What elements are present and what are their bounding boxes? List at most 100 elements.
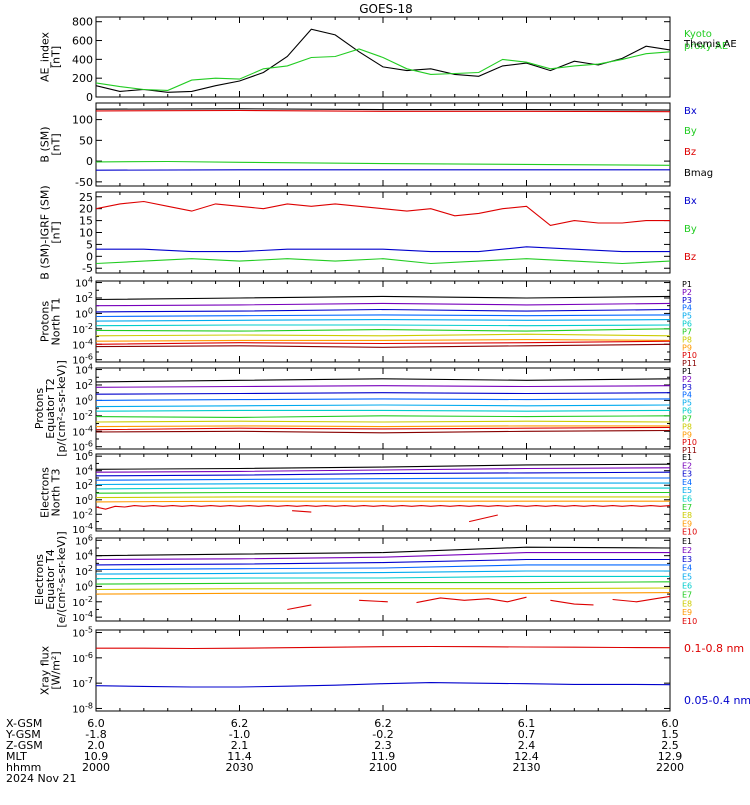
legend-entry: 0.05-0.4 nm [684, 694, 750, 707]
series-e10 [96, 506, 670, 510]
plot-title: GOES-18 [359, 2, 413, 16]
y-tick-label: 102 [75, 564, 93, 578]
series-p11 [96, 431, 670, 433]
series-p6 [96, 325, 670, 326]
series-p9 [96, 340, 670, 342]
series-e2 [96, 553, 670, 560]
footer-date: 2024 Nov 21 [6, 772, 76, 785]
legend-entry: By [684, 126, 697, 137]
y-tick-label: 102 [75, 291, 93, 305]
y-tick-label: -5 [82, 262, 93, 275]
y-tick-label: 104 [75, 363, 93, 377]
series-group [96, 464, 670, 521]
series-e1 [96, 547, 670, 556]
y-tick-label: 104 [75, 464, 93, 478]
legend-entry: E10 [682, 528, 697, 537]
panel-frame [96, 281, 670, 362]
legend-entry: Bx [684, 196, 697, 207]
y-tick-label: 5 [86, 238, 93, 251]
y-axis-label: [W/m²] [50, 651, 63, 689]
y-tick-label: -50 [75, 176, 93, 189]
legend-entry: Bz [684, 147, 696, 158]
series-e10-fragment [417, 597, 527, 602]
series-p3 [96, 393, 670, 395]
series-p8 [96, 421, 670, 422]
legend-entry: Bx [684, 106, 697, 117]
y-axis-label: [nT] [50, 46, 63, 68]
y-tick-label: 102 [75, 378, 93, 392]
y-tick-label: 102 [75, 478, 93, 492]
series-kyoto-proxy-ae [96, 49, 670, 90]
series-e10-fragment [550, 600, 593, 605]
series-group [96, 296, 670, 347]
series-p6 [96, 410, 670, 411]
y-tick-label: 10-7 [72, 676, 93, 690]
series-p7 [96, 329, 670, 331]
y-tick-label: 10-2 [72, 595, 93, 609]
series-p1 [96, 379, 670, 382]
legend-entry: E2 [682, 546, 692, 555]
series-e7 [96, 493, 670, 494]
y-tick-label: 100 [75, 493, 93, 507]
series-0-1-0-8-nm [96, 647, 670, 649]
series-group [96, 547, 670, 609]
y-tick-label: 10-2 [72, 409, 93, 423]
footer-value: 2100 [369, 761, 397, 774]
series-e8 [96, 497, 670, 498]
series-by [96, 259, 670, 264]
series-p5 [96, 320, 670, 322]
series-p2 [96, 386, 670, 388]
series-bx [96, 247, 670, 252]
legend-entry: E1 [682, 537, 692, 546]
series-e10-fragment [292, 511, 311, 512]
panel-frame [96, 192, 670, 273]
series-e6 [96, 488, 670, 489]
series-e4 [96, 478, 670, 480]
y-tick-label: 200 [72, 72, 93, 85]
legend-entry: E6 [682, 582, 692, 591]
series-e9 [96, 501, 670, 502]
series-p8 [96, 334, 670, 336]
y-axis-label: [nT] [50, 221, 63, 243]
series-e5 [96, 571, 670, 574]
legend-entry: 0.1-0.8 nm [684, 642, 744, 655]
series-p10 [96, 427, 670, 429]
series-p5 [96, 405, 670, 407]
series-e10-fragment [287, 605, 311, 610]
y-tick-label: 0 [86, 91, 93, 104]
y-axis-label: North T3 [50, 469, 63, 517]
y-tick-label: 10-5 [72, 626, 93, 640]
legend-entry: E10 [682, 617, 697, 626]
series-e3 [96, 472, 670, 476]
legend-entry: E5 [682, 573, 692, 582]
y-tick-label: 20 [79, 203, 93, 216]
series-group [96, 109, 670, 170]
series-e8 [96, 588, 670, 590]
y-tick-label: 400 [72, 53, 93, 66]
y-tick-label: 800 [72, 16, 93, 29]
y-tick-label: 15 [79, 215, 93, 228]
y-tick-label: 10 [79, 227, 93, 240]
panel-frame [96, 630, 670, 711]
series-p1 [96, 296, 670, 299]
series-by [96, 162, 670, 166]
series-e9 [96, 593, 670, 595]
series-bz [96, 202, 670, 226]
series-p11 [96, 344, 670, 347]
y-axis-label: [nT] [50, 133, 63, 155]
legend-entry: E7 [682, 590, 692, 599]
panel-frame [96, 538, 670, 621]
y-tick-label: 600 [72, 35, 93, 48]
series-p2 [96, 303, 670, 305]
series-themis-ae [96, 29, 670, 92]
series-p4 [96, 399, 670, 401]
series-group [96, 202, 670, 264]
y-tick-label: 104 [75, 276, 93, 290]
y-tick-label: 50 [79, 134, 93, 147]
